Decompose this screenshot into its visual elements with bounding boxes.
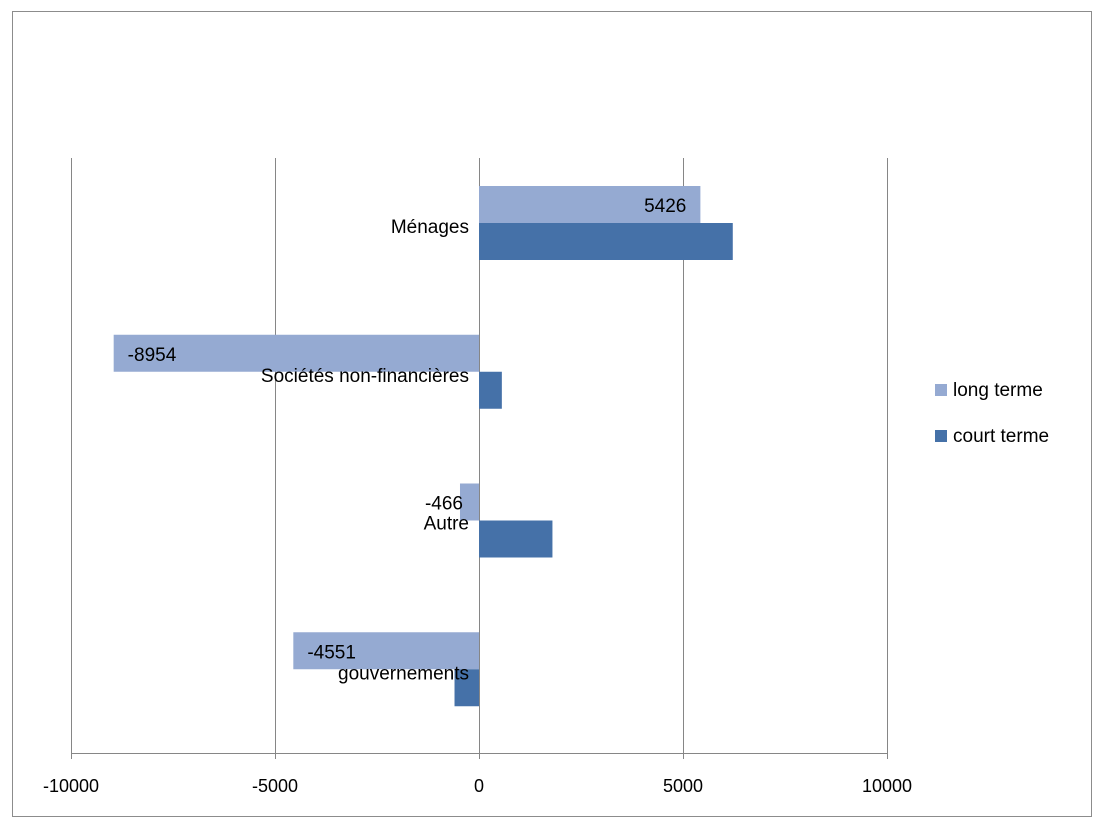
chart-frame [12,11,1092,817]
bar-court-terme-0 [479,223,733,260]
tick-label-0: -10000 [43,776,99,796]
category-label-0: Ménages [391,217,469,238]
bar-court-terme-1 [479,371,502,409]
data-label-3: -4551 [307,642,356,663]
data-label-0: 5426 [644,196,686,217]
legend-swatch-0 [935,384,947,396]
bars [113,186,733,707]
category-labels: Ménages Sociétés non-financières Autre gouv… [261,217,469,684]
data-labels: 5426 -8954 -466 -4551 [128,196,687,663]
bar-long-terme-1 [113,334,479,372]
tick-label-2: 0 [474,776,484,796]
tick-label-3: 5000 [663,776,703,796]
category-label-3: gouvernements [338,663,469,684]
legend: long terme court terme [935,380,1049,447]
category-label-2: Autre [424,514,469,535]
legend-label-0: long terme [953,380,1043,401]
legend-swatch-1 [935,430,947,442]
legend-label-1: court terme [953,426,1049,447]
x-axis: -10000 -5000 0 5000 10000 [43,753,912,796]
data-label-2: -466 [425,494,463,515]
bar-court-terme-3 [454,669,479,707]
category-label-1: Sociétés non-financières [261,366,469,387]
bar-long-terme-3 [293,632,479,670]
bar-court-terme-2 [479,520,553,558]
tick-label-4: 10000 [862,776,912,796]
tick-label-1: -5000 [252,776,298,796]
bar-long-terme-2 [459,483,479,521]
data-label-1: -8954 [128,345,177,366]
bar-long-terme-0 [479,186,701,223]
